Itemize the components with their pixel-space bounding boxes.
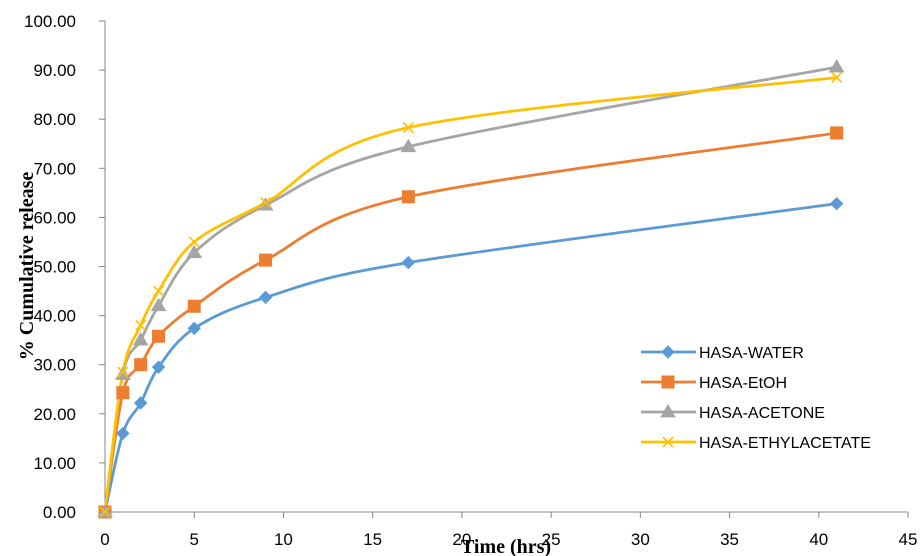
x-tick-label: 0 (100, 530, 109, 549)
legend-item-hasa-etoh: HASA-EtOH (641, 375, 787, 392)
x-tick-label: 25 (542, 530, 561, 549)
x-tick-label: 20 (452, 530, 471, 549)
data-point-hasa-etoh (401, 190, 415, 204)
legend-marker (661, 345, 675, 359)
y-tick-label: 20.00 (33, 405, 76, 424)
x-tick-label: 10 (274, 530, 293, 549)
legend-label: HASA-ACETONE (699, 405, 825, 422)
data-point-hasa-ethylacetate (117, 366, 129, 378)
x-tick-label: 15 (363, 530, 382, 549)
data-point-hasa-ethylacetate (152, 285, 165, 297)
legend-marker (660, 404, 676, 418)
data-point-hasa-water (258, 290, 273, 305)
data-point-hasa-water (116, 426, 130, 441)
data-point-hasa-etoh (116, 386, 130, 400)
y-axis-ticks: 0.00 10.00 20.00 30.00 40.00 50.00 60.00 70.00 8… (24, 12, 105, 522)
y-tick-label: 50.00 (33, 258, 76, 277)
data-point-hasa-ethylacetate (188, 236, 200, 248)
data-point-hasa-acetone (114, 366, 131, 380)
legend-item-hasa-water: HASA-WATER (641, 345, 804, 362)
x-tick-label: 5 (189, 530, 198, 549)
data-point-hasa-acetone (150, 297, 167, 312)
data-point-hasa-water (829, 196, 844, 211)
series-lines (103, 65, 837, 513)
data-point-hasa-etoh (187, 299, 201, 313)
data-point-hasa-water (151, 360, 166, 374)
y-tick-label: 70.00 (33, 159, 76, 178)
legend-marker (661, 375, 675, 389)
legend-label: HASA-ETHYLACETATE (699, 435, 871, 452)
data-point-hasa-ethylacetate (135, 319, 147, 331)
data-point-hasa-etoh (830, 126, 844, 140)
legend-item-hasa-ethylacetate: HASA-ETHYLACETATE (641, 435, 871, 452)
data-point-hasa-acetone (132, 332, 149, 346)
legend-item-hasa-acetone: HASA-ACETONE (641, 404, 825, 422)
data-point-hasa-etoh (134, 358, 148, 372)
legend-label: HASA-WATER (699, 345, 804, 362)
x-axis-title: Time (hrs) (461, 536, 551, 556)
x-tick-label: 30 (631, 530, 650, 549)
data-point-hasa-water (133, 396, 148, 410)
y-tick-label: 80.00 (33, 110, 76, 129)
y-tick-label: 30.00 (33, 356, 76, 375)
x-tick-label: 40 (809, 530, 828, 549)
series-markers (97, 59, 845, 519)
y-tick-label: 90.00 (33, 61, 76, 80)
data-point-hasa-ethylacetate (831, 71, 843, 84)
legend: HASA-WATER HASA-EtOH HASA-ACETONE HASA-ETHY… (641, 345, 871, 452)
legend-label: HASA-EtOH (699, 375, 787, 392)
x-axis-ticks: 0 5 10 15 20 25 30 35 40 45 (100, 512, 917, 549)
x-tick-label: 35 (720, 530, 739, 549)
data-point-hasa-water (401, 255, 416, 270)
data-point-hasa-water (187, 321, 201, 336)
data-point-hasa-acetone (828, 59, 845, 73)
y-tick-label: 10.00 (33, 454, 76, 473)
y-tick-label: 100.00 (24, 12, 76, 31)
data-point-hasa-etoh (259, 253, 273, 267)
y-tick-label: 40.00 (33, 307, 76, 326)
data-point-hasa-acetone (186, 244, 203, 259)
y-axis-title: % Cumulative release (16, 172, 38, 361)
data-point-hasa-ethylacetate (99, 506, 111, 518)
x-tick-label: 45 (899, 530, 918, 549)
series-line-hasa-etoh (103, 131, 837, 513)
series-line-hasa-water (103, 202, 837, 513)
data-point-hasa-acetone (400, 138, 417, 153)
data-point-hasa-ethylacetate (260, 197, 272, 209)
y-tick-label: 0.00 (43, 503, 76, 522)
data-point-hasa-ethylacetate (402, 121, 414, 134)
legend-marker (662, 436, 674, 448)
y-tick-label: 60.00 (33, 208, 76, 227)
data-point-hasa-etoh (152, 329, 166, 343)
series-line-hasa-ethylacetate (103, 76, 837, 513)
